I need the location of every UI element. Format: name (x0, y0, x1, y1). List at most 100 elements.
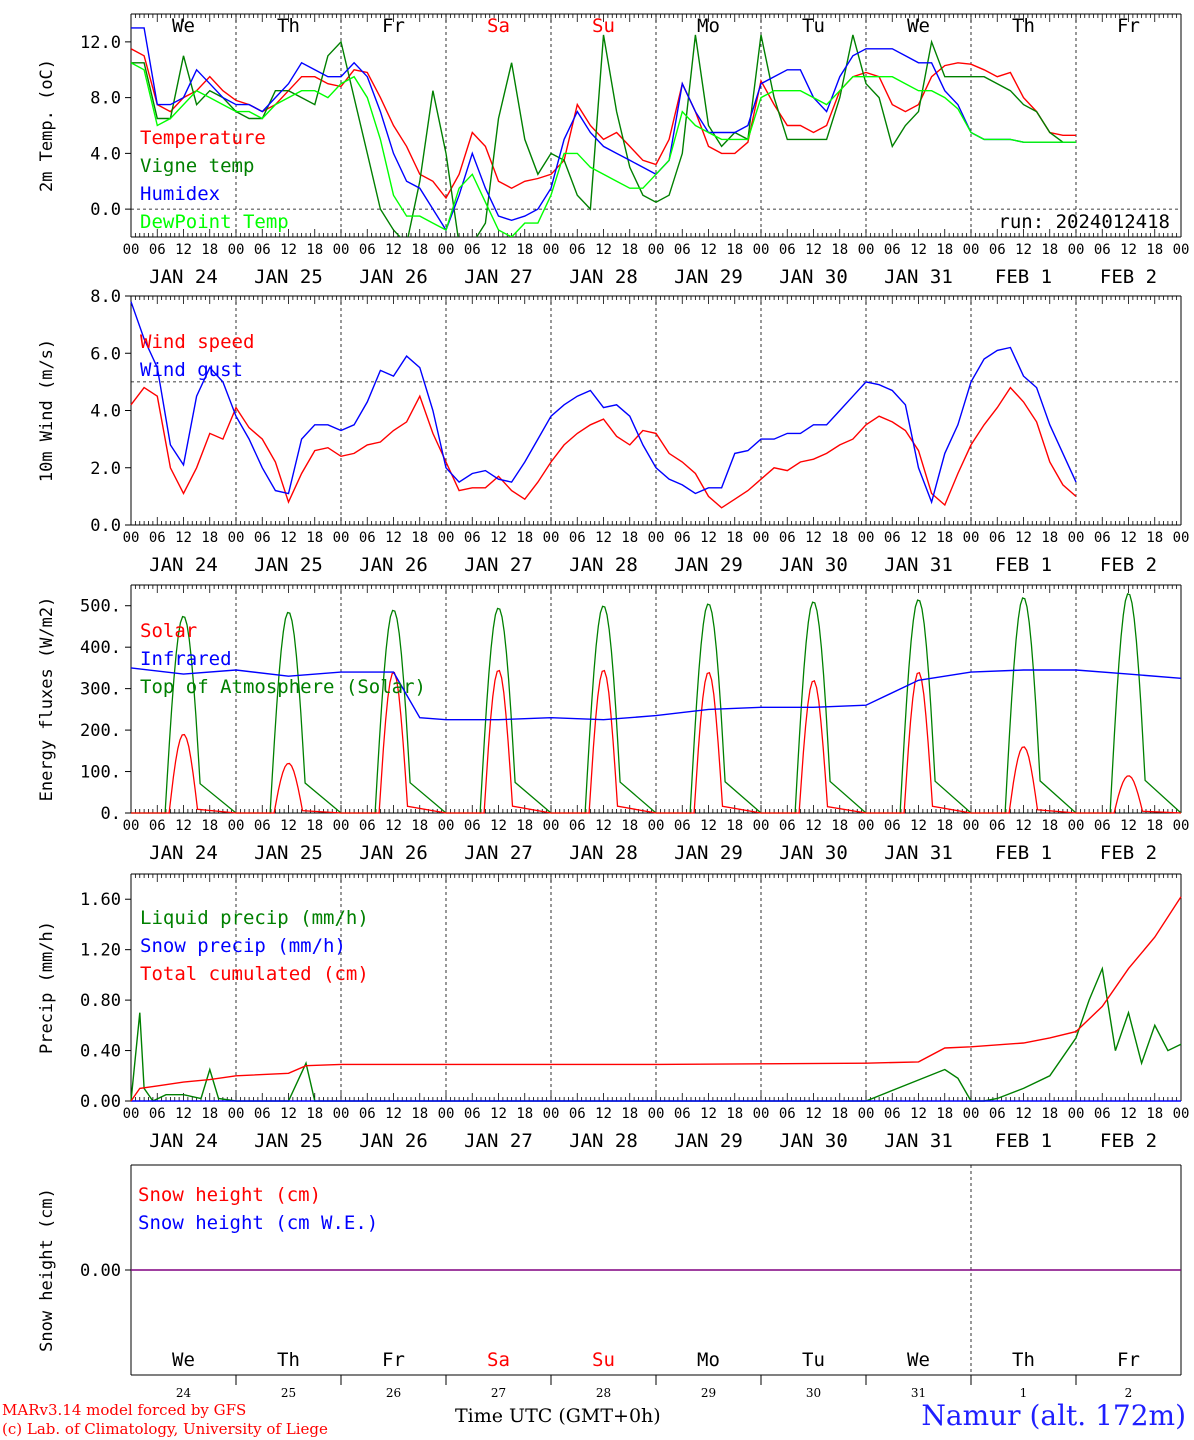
hour-tick-label: 18 (201, 242, 218, 258)
date-label: FEB 1 (995, 266, 1052, 288)
hour-tick-label: 00 (123, 818, 140, 834)
run-label: run: 2024012418 (998, 211, 1170, 233)
hour-tick-label: 00 (648, 242, 665, 258)
day-number-label: 31 (911, 1386, 926, 1400)
hour-tick-label: 00 (543, 1106, 560, 1122)
date-label: JAN 25 (254, 554, 323, 576)
date-label: JAN 28 (569, 266, 638, 288)
hour-tick-label: 18 (411, 242, 428, 258)
hour-tick-label: 00 (753, 1106, 770, 1122)
hour-tick-label: 18 (936, 818, 953, 834)
date-label: JAN 30 (779, 842, 848, 864)
hour-tick-label: 18 (1146, 530, 1163, 546)
weekday-label: We (172, 1349, 195, 1371)
hour-tick-label: 00 (1173, 818, 1190, 834)
date-label: JAN 27 (464, 1130, 533, 1152)
hour-tick-label: 00 (333, 530, 350, 546)
y-tick-label: 4.0 (90, 144, 121, 164)
weekday-label: Tu (802, 1349, 825, 1371)
hour-tick-label: 06 (254, 242, 271, 258)
y-tick-label: 4.0 (90, 402, 121, 422)
temp-series-group (131, 27, 1076, 237)
date-label: JAN 29 (674, 1130, 743, 1152)
date-label: FEB 1 (995, 554, 1052, 576)
y-tick-label: 12.0 (80, 33, 121, 53)
hour-tick-label: 00 (648, 530, 665, 546)
day-number-label: 1 (1020, 1386, 1028, 1400)
date-label: JAN 24 (149, 554, 218, 576)
y-tick-label: 1.60 (80, 890, 121, 910)
y-tick-label: 1.20 (80, 941, 121, 961)
hour-tick-label: 00 (858, 818, 875, 834)
hour-tick-label: 18 (516, 530, 533, 546)
y-tick-label: 0.0 (90, 516, 121, 536)
hour-tick-label: 18 (306, 1106, 323, 1122)
hour-tick-label: 06 (464, 1106, 481, 1122)
hour-tick-label: 12 (385, 242, 402, 258)
day-number-label: 27 (491, 1386, 506, 1400)
hour-tick-label: 00 (438, 530, 455, 546)
hour-tick-label: 18 (936, 530, 953, 546)
hour-tick-label: 00 (753, 530, 770, 546)
legend-temperature: Temperature (140, 127, 266, 149)
hour-tick-label: 06 (149, 242, 166, 258)
hour-tick-label: 18 (306, 818, 323, 834)
hour-tick-label: 00 (648, 818, 665, 834)
date-label: JAN 26 (359, 266, 428, 288)
date-label: JAN 27 (464, 554, 533, 576)
weekday-label: Sa (487, 1349, 510, 1371)
series-line-infrared (130, 667, 1182, 721)
hour-tick-label: 00 (228, 1106, 245, 1122)
hour-tick-label: 00 (228, 242, 245, 258)
y-tick-label: 200. (80, 721, 121, 741)
hour-tick-label: 06 (359, 530, 376, 546)
weekday-label: Fr (1117, 15, 1140, 37)
weekday-label: Mo (697, 1349, 720, 1371)
hour-tick-label: 12 (280, 1106, 297, 1122)
hour-tick-label: 12 (490, 818, 507, 834)
legend-snow-height-cm-: Snow height (cm) (138, 1184, 321, 1206)
y-axis-label: Snow height (cm) (37, 1188, 57, 1352)
hour-tick-label: 12 (910, 530, 927, 546)
legend-humidex: Humidex (140, 183, 220, 205)
hour-tick-label: 12 (595, 818, 612, 834)
legend-infrared: Infrared (140, 648, 232, 670)
hour-tick-label: 12 (805, 242, 822, 258)
hour-tick-label: 18 (201, 818, 218, 834)
day-number-label: 25 (281, 1386, 296, 1400)
y-tick-label: 8.0 (90, 89, 121, 109)
hour-tick-label: 06 (884, 530, 901, 546)
hour-tick-label: 00 (858, 530, 875, 546)
hour-tick-label: 18 (726, 1106, 743, 1122)
hour-tick-label: 06 (989, 530, 1006, 546)
hour-tick-label: 12 (910, 242, 927, 258)
weekday-label: Mo (697, 15, 720, 37)
hour-tick-label: 12 (1015, 1106, 1032, 1122)
hour-tick-label: 06 (1094, 242, 1111, 258)
legend-vigne-temp: Vigne temp (140, 155, 254, 177)
hour-tick-label: 06 (989, 242, 1006, 258)
legend-total-cumulated-cm-: Total cumulated (cm) (140, 963, 369, 985)
legend-liquid-precip-mm-h-: Liquid precip (mm/h) (140, 907, 369, 929)
hour-tick-label: 12 (175, 818, 192, 834)
weekday-label: We (907, 15, 930, 37)
hour-tick-label: 06 (674, 242, 691, 258)
date-label: FEB 2 (1100, 266, 1157, 288)
date-label: FEB 2 (1100, 842, 1157, 864)
hour-tick-label: 12 (805, 818, 822, 834)
date-label: JAN 25 (254, 842, 323, 864)
weekday-label: Tu (802, 15, 825, 37)
date-label: JAN 24 (149, 266, 218, 288)
date-label: JAN 26 (359, 842, 428, 864)
hour-tick-label: 12 (910, 818, 927, 834)
legend-wind-gust: Wind gust (140, 359, 243, 381)
hour-tick-label: 12 (1015, 818, 1032, 834)
hour-tick-label: 06 (359, 1106, 376, 1122)
legend-dewpoint-temp: DewPoint Temp (140, 211, 289, 233)
hour-tick-label: 12 (1015, 530, 1032, 546)
date-label: FEB 1 (995, 1130, 1052, 1152)
date-label: JAN 28 (569, 842, 638, 864)
hour-tick-label: 06 (989, 818, 1006, 834)
hour-tick-label: 18 (306, 242, 323, 258)
hour-tick-label: 12 (700, 1106, 717, 1122)
